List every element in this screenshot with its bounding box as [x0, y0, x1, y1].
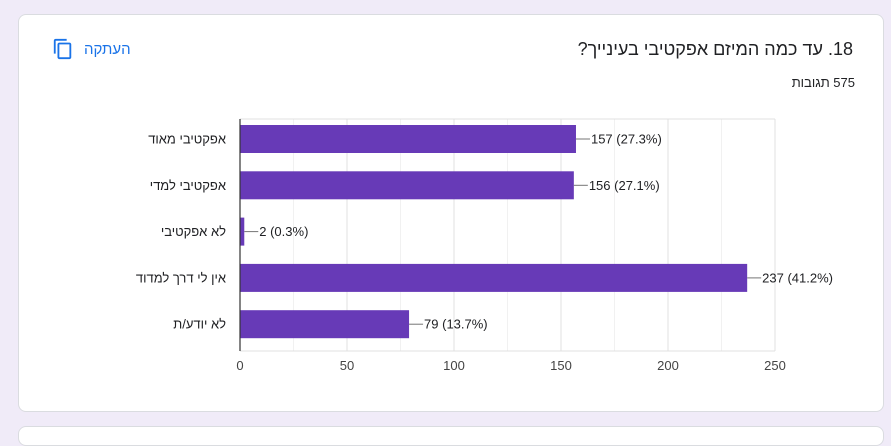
data-label: 2 (0.3%)	[259, 224, 308, 239]
x-tick-label: 250	[764, 358, 786, 373]
bar	[240, 171, 574, 200]
category-label: לא יודע/ת	[173, 317, 226, 332]
data-label: 237 (41.2%)	[762, 270, 833, 285]
x-tick-label: 200	[657, 358, 679, 373]
x-tick-label: 50	[340, 358, 354, 373]
category-label: אפקטיבי למדי	[150, 178, 226, 193]
bar	[240, 125, 576, 153]
bar	[240, 217, 245, 246]
question-title: 18. עד כמה המיזם אפקטיבי בעינייך?	[577, 39, 853, 59]
x-tick-label: 100	[443, 358, 465, 373]
question-card: העתקה 18. עד כמה המיזם אפקטיבי בעינייך? …	[18, 14, 884, 412]
x-tick-label: 0	[236, 358, 243, 373]
next-question-card	[18, 426, 884, 446]
copy-label: העתקה	[84, 40, 131, 58]
copy-button[interactable]: העתקה	[52, 36, 131, 62]
bar-chart: אפקטיבי מאוד 157 (27.3%) אפקטיבי למדי 156 (…	[136, 118, 833, 373]
bar	[240, 310, 410, 339]
response-count: 575 תגובות	[791, 75, 855, 90]
category-label: אין לי דרך למדוד	[136, 270, 226, 285]
data-label: 79 (13.7%)	[424, 317, 488, 332]
x-tick-label: 150	[550, 358, 572, 373]
copy-icon	[53, 38, 72, 60]
category-label: לא אפקטיבי	[161, 224, 226, 239]
category-label: אפקטיבי מאוד	[148, 132, 226, 147]
data-label: 156 (27.1%)	[589, 178, 660, 193]
bar	[240, 263, 748, 292]
data-label: 157 (27.3%)	[591, 132, 662, 147]
